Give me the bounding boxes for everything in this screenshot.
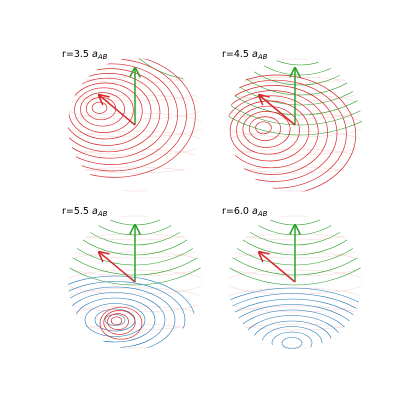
red-contour [228, 79, 347, 189]
red-contour [74, 87, 134, 133]
red-contour [68, 63, 179, 165]
panel-symbol: a [252, 206, 258, 217]
faint-contour [228, 305, 362, 331]
red-contour [255, 121, 272, 135]
red-contour [68, 73, 161, 153]
blue-contour [68, 275, 196, 349]
red-contour [103, 310, 136, 335]
faint-contour [68, 148, 202, 174]
blue-contour [261, 326, 323, 349]
sphere-panel [68, 215, 202, 349]
blue-contour [68, 281, 186, 349]
green-contour [228, 58, 362, 86]
red-contour [228, 85, 338, 182]
blue-contour [281, 337, 303, 349]
panel-title: r=5.5 aAB [62, 206, 108, 218]
blue-contour [228, 293, 362, 349]
red-contour [228, 95, 319, 169]
faint-contour [228, 148, 362, 174]
faint-contour [228, 287, 362, 313]
red-contour [68, 77, 152, 146]
red-contour [99, 306, 143, 340]
blue-contour [228, 298, 362, 349]
green-contour [237, 58, 362, 76]
red-contour [110, 316, 123, 326]
red-contour [80, 92, 125, 127]
red-arrow [259, 252, 296, 283]
panel-label: r=5.5 [62, 206, 89, 217]
blue-contour [84, 303, 146, 337]
panel-symbol: a [92, 49, 98, 60]
green-contour [68, 215, 202, 286]
blue-contour [74, 297, 156, 343]
green-contour [228, 58, 362, 96]
red-arrow [99, 252, 136, 283]
panel-title: r=6.0 aAB [222, 206, 268, 218]
faint-contour [68, 305, 202, 331]
red-contour [242, 111, 291, 148]
panel-label: r=6.0 [222, 206, 249, 217]
green-contour [228, 215, 362, 286]
faint-contour [228, 323, 362, 349]
green-contour [115, 58, 202, 81]
faint-contour [228, 130, 362, 156]
panel-label: r=4.5 [222, 49, 249, 60]
panel-subscript: AB [257, 210, 268, 218]
green-contour [228, 58, 362, 106]
blue-contour [228, 287, 362, 349]
green-contour [232, 215, 358, 236]
red-arrow [259, 95, 296, 126]
blue-contour [68, 286, 176, 349]
panel-subscript: AB [257, 53, 268, 61]
faint-contour [68, 130, 202, 156]
faint-contour [68, 166, 202, 192]
red-contour [248, 116, 282, 141]
panel-subscript: AB [97, 53, 108, 61]
red-contour [228, 74, 357, 192]
blue-contour [271, 331, 313, 349]
red-contour [91, 101, 108, 114]
red-contour [236, 105, 300, 155]
panel-subscript: AB [97, 210, 108, 218]
panel-title: r=3.5 aAB [62, 49, 108, 61]
blue-contour [228, 304, 362, 349]
faint-contour [68, 287, 202, 313]
blue-contour [231, 309, 353, 349]
panel-symbol: a [252, 49, 258, 60]
sphere-panel [228, 58, 362, 192]
blue-contour [68, 292, 166, 348]
red-contour [85, 97, 117, 121]
green-contour [228, 58, 362, 116]
green-contour [228, 58, 362, 126]
panel-symbol: a [92, 206, 98, 217]
green-contour [228, 58, 362, 136]
panel-title: r=4.5 aAB [222, 49, 268, 61]
red-contour [68, 68, 170, 159]
green-contour [248, 58, 352, 66]
red-arrow [99, 95, 136, 126]
red-contour [68, 58, 196, 178]
panel-label: r=3.5 [62, 49, 89, 60]
green-contour [149, 0, 251, 50]
faint-contour [228, 166, 362, 192]
red-contour [107, 313, 129, 330]
red-contour [228, 90, 328, 175]
blue-contour [251, 320, 333, 349]
blue-contour [241, 315, 343, 349]
blue-contour [104, 314, 126, 326]
